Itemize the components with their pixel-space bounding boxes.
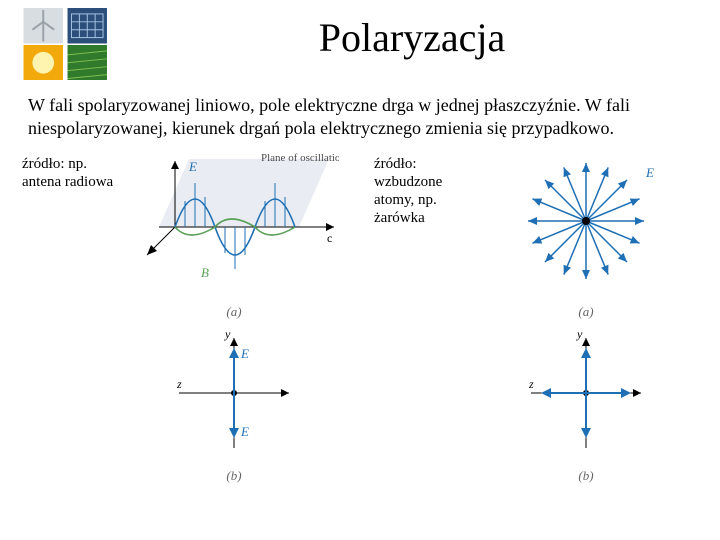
logo-windturbine-icon bbox=[22, 8, 65, 44]
right-column: źródło: wzbudzone atomy, np. żarówka E (… bbox=[374, 149, 698, 484]
polarized-cross-diagram: y z E E bbox=[169, 328, 299, 458]
logo-sun-icon bbox=[22, 45, 65, 81]
e-star-label: E bbox=[645, 165, 654, 180]
left-caption: źródło: np. antena radiowa bbox=[22, 149, 114, 484]
polarized-wave-diagram: Plane of oscillation c bbox=[129, 149, 339, 294]
slide: Polaryzacja W fali spolaryzowanej liniow… bbox=[0, 0, 720, 540]
right-diagrams: E (a) y z bbox=[474, 149, 698, 484]
left-cross-sublabel: (b) bbox=[226, 468, 241, 484]
b-vector-label: B bbox=[201, 265, 209, 280]
header-row: Polaryzacja bbox=[22, 8, 698, 80]
figure-row: źródło: np. antena radiowa Plane of osci… bbox=[22, 149, 698, 484]
logo-collage bbox=[22, 8, 108, 80]
e-vector-label: E bbox=[188, 159, 197, 174]
body-paragraph: W fali spolaryzowanej liniowo, pole elek… bbox=[28, 94, 692, 139]
z-axis-label-r: z bbox=[528, 377, 534, 391]
y-axis-label: y bbox=[224, 328, 231, 341]
axis-c-label: c bbox=[327, 231, 332, 245]
right-star-sublabel: (a) bbox=[578, 304, 593, 320]
right-caption: źródło: wzbudzone atomy, np. żarówka bbox=[374, 149, 466, 484]
unpolarized-star-diagram: E bbox=[506, 149, 666, 294]
logo-field-icon bbox=[66, 45, 109, 81]
y-axis-label-r: y bbox=[576, 328, 583, 341]
e-down-label: E bbox=[240, 424, 249, 439]
page-title: Polaryzacja bbox=[126, 8, 698, 61]
z-axis-label: z bbox=[176, 377, 182, 391]
left-diagrams: Plane of oscillation c bbox=[122, 149, 346, 484]
unpolarized-cross-diagram: y z bbox=[521, 328, 651, 458]
e-up-label: E bbox=[240, 346, 249, 361]
left-wave-sublabel: (a) bbox=[226, 304, 241, 320]
right-cross-sublabel: (b) bbox=[578, 468, 593, 484]
left-column: źródło: np. antena radiowa Plane of osci… bbox=[22, 149, 346, 484]
plane-label: Plane of oscillation bbox=[261, 152, 339, 164]
logo-solar-icon bbox=[66, 8, 109, 44]
